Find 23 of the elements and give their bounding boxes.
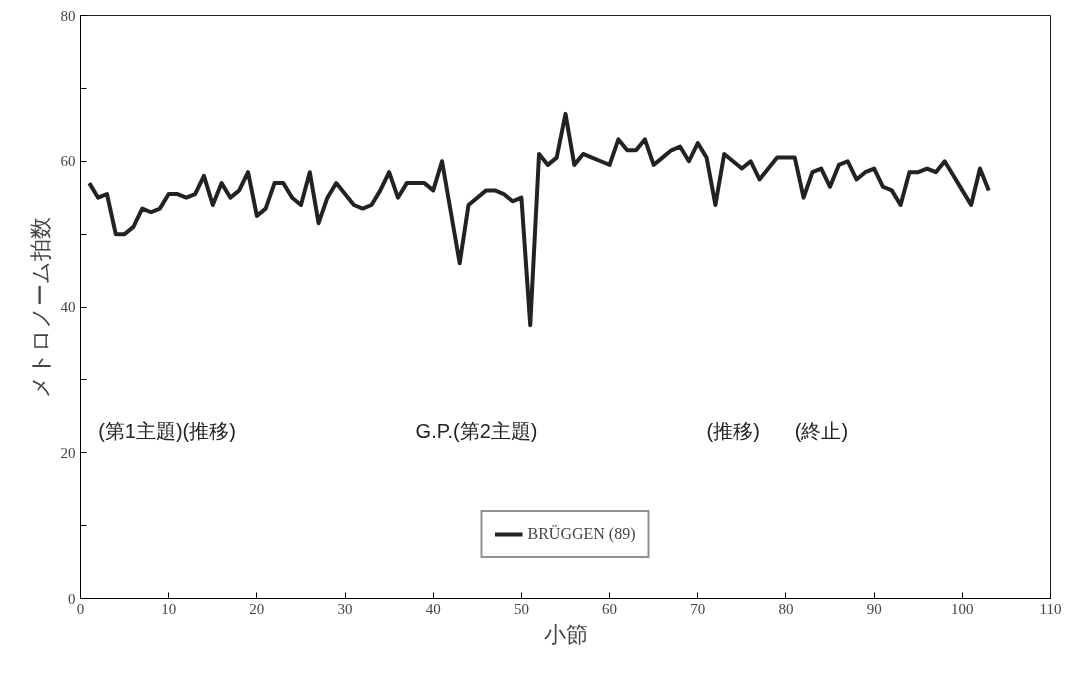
y-tick-label: 80 [60,7,76,24]
y-axis-title: メトロノーム拍数 [27,216,53,398]
x-axis-title: 小節 [543,621,588,647]
annotation: (第1主題)(推移) [98,419,236,442]
y-tick-label: 60 [60,153,76,170]
x-tick-label: 50 [513,600,529,617]
legend-label: BRÜGGEN (89) [527,525,636,543]
x-tick-label: 60 [602,600,618,617]
y-tick-label: 20 [60,444,76,461]
x-tick-label: 110 [1039,600,1062,617]
y-tick-label: 40 [60,299,76,315]
x-tick-label: 100 [951,600,974,617]
x-tick-label: 80 [778,600,794,617]
x-tick-label: 70 [690,600,706,617]
x-tick-label: 90 [866,600,882,617]
x-tick-label: 40 [425,600,441,617]
annotation: G.P.(第2主題) [415,419,538,442]
annotation: (推移) [706,419,760,442]
x-tick-label: 30 [337,600,353,617]
x-tick-label: 10 [161,600,177,617]
line-series [87,111,991,328]
x-tick-label: 20 [249,600,265,617]
annotation: (終止) [794,419,849,442]
